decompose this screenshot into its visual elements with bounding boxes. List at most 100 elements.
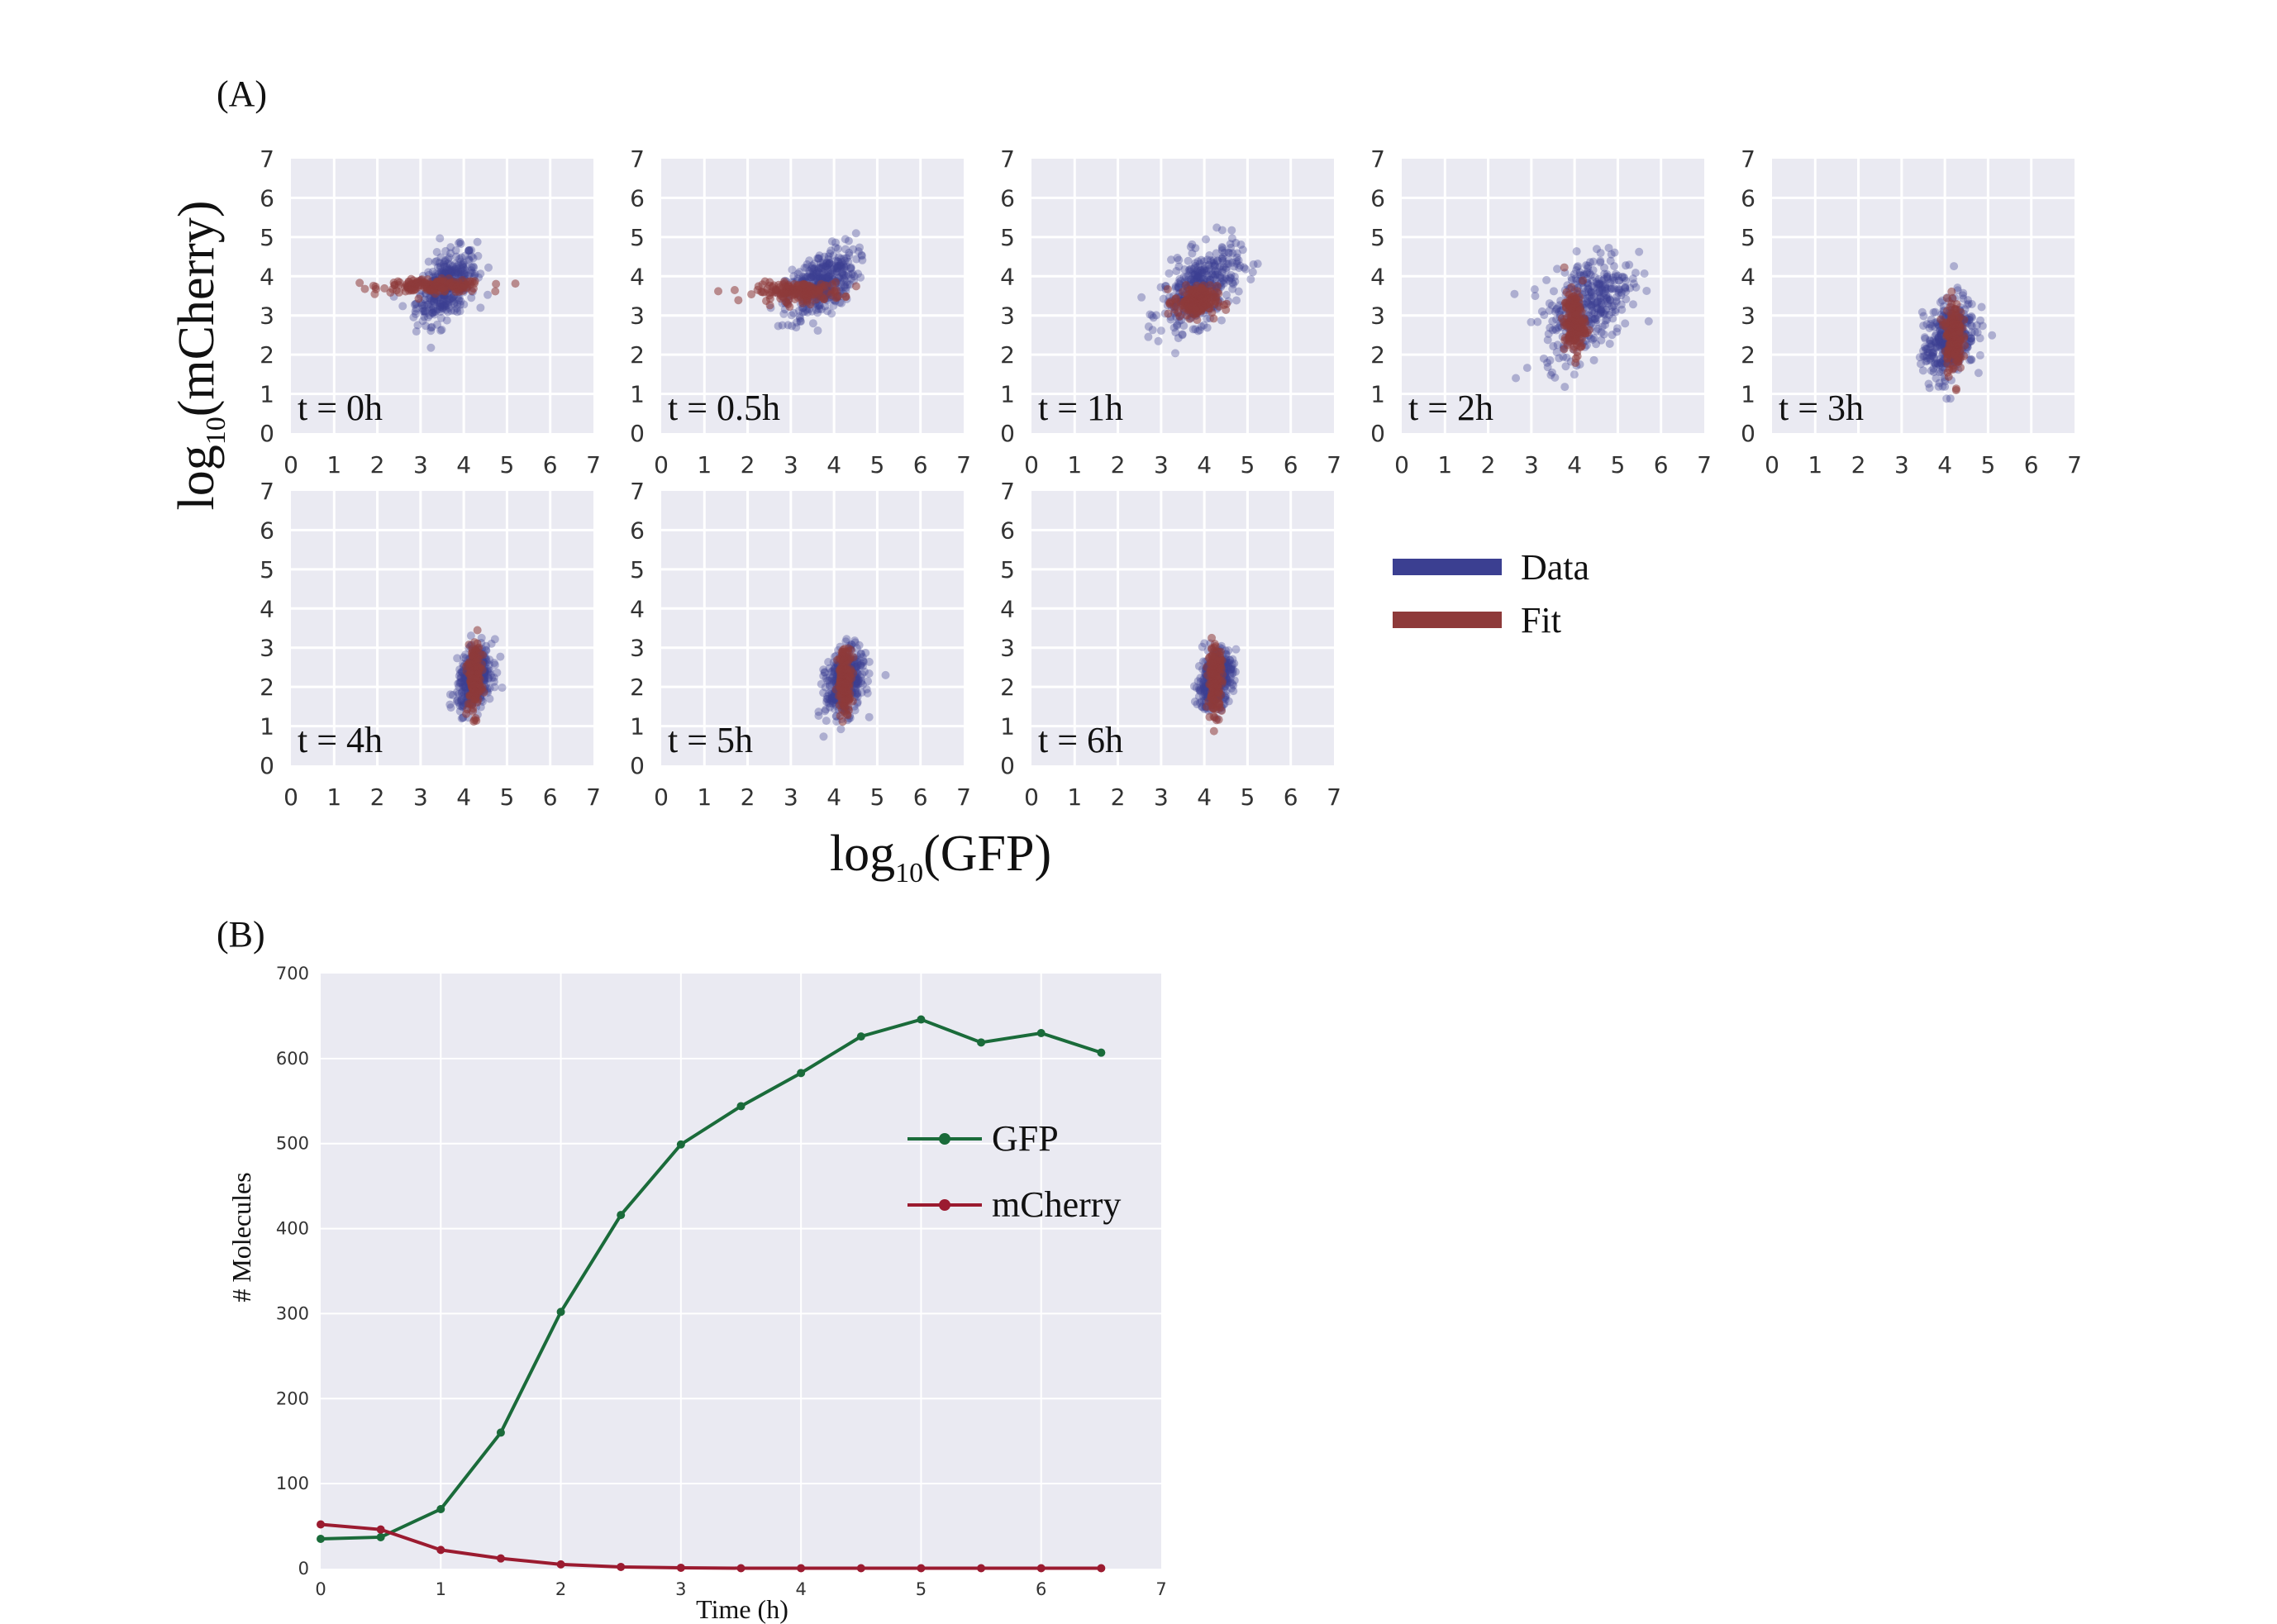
y-tick-label: 1 — [1000, 713, 1015, 741]
y-tick-label: 1 — [260, 381, 274, 408]
data-point — [464, 255, 474, 264]
data-point — [450, 260, 460, 269]
data-point — [418, 317, 427, 326]
y-tick-label: 5 — [1000, 224, 1015, 251]
data-point — [846, 280, 855, 289]
x-tick-label: 4 — [1197, 783, 1212, 811]
data-point — [824, 265, 833, 274]
subplot-time-label: t = 0h — [298, 388, 383, 428]
data-point — [433, 297, 442, 306]
data-point — [831, 238, 841, 247]
data-point — [455, 238, 464, 247]
x-tick-label: 7 — [956, 451, 971, 479]
x-tick-label: 7 — [586, 451, 601, 479]
data-point — [426, 323, 436, 332]
data-point — [829, 251, 838, 260]
data-point — [457, 697, 466, 706]
data-point — [826, 269, 835, 279]
data-point — [1958, 291, 1967, 300]
data-point — [796, 317, 805, 326]
fit-point — [417, 281, 426, 290]
data-point — [809, 269, 818, 279]
data-point — [1601, 283, 1610, 292]
data-point — [1562, 353, 1571, 362]
x-tick-label: 6 — [2024, 451, 2039, 479]
data-point — [1950, 262, 1959, 271]
data-point — [469, 263, 479, 272]
fit-point — [1567, 283, 1576, 292]
data-point — [435, 302, 444, 311]
data-point — [1184, 256, 1193, 265]
data-point — [1169, 323, 1179, 332]
y-tick-label: 1 — [1741, 381, 1755, 408]
data-point — [464, 246, 474, 255]
y-tick-label: 3 — [1741, 302, 1755, 330]
data-point — [787, 311, 796, 320]
legend-fit-label: Fit — [1521, 600, 1561, 641]
data-point — [1988, 331, 1997, 340]
data-point — [441, 246, 450, 255]
x-tick-label: 0 — [1765, 451, 1779, 479]
data-point — [831, 264, 841, 273]
data-point — [455, 307, 464, 316]
data-point — [1167, 255, 1176, 264]
data-point — [801, 274, 810, 283]
data-point — [813, 254, 822, 263]
data-point — [813, 308, 822, 317]
fit-point — [1572, 321, 1581, 331]
y-tick-label: 2 — [1741, 341, 1755, 369]
y-tick-label: 4 — [1000, 595, 1015, 622]
data-point — [1212, 223, 1222, 232]
data-point — [794, 307, 803, 316]
data-point — [424, 268, 433, 277]
data-point — [818, 270, 827, 279]
data-point — [436, 234, 445, 243]
data-point — [821, 274, 830, 283]
data-point — [833, 257, 842, 266]
data-point — [1172, 266, 1181, 275]
y-tick-label: 4 — [260, 595, 274, 622]
subplot-background — [291, 159, 593, 433]
y-tick-label: 4 — [1741, 263, 1755, 290]
x-tick-label: 2 — [555, 1579, 566, 1599]
data-point — [814, 254, 823, 263]
x-tick-label: 2 — [1481, 451, 1496, 479]
data-point — [446, 703, 455, 712]
data-point — [1600, 269, 1609, 279]
fit-point — [395, 278, 404, 287]
legend-mcherry-marker — [939, 1199, 950, 1211]
data-point — [807, 264, 817, 274]
data-point — [437, 326, 446, 335]
data-point — [424, 312, 433, 321]
data-point — [841, 245, 850, 254]
data-point — [865, 712, 874, 722]
data-point — [421, 307, 430, 316]
x-tick-label: 7 — [1155, 1579, 1166, 1599]
subplot-time-label: t = 2h — [1408, 388, 1493, 428]
data-point — [430, 310, 439, 319]
data-point — [409, 312, 418, 321]
y-tick-label: 6 — [1370, 184, 1385, 212]
x-tick-label: 0 — [283, 783, 298, 811]
data-point — [460, 300, 469, 309]
data-point — [856, 677, 865, 686]
data-point — [1929, 307, 1938, 317]
x-tick-label: 5 — [1981, 451, 1996, 479]
data-point — [809, 267, 818, 276]
data-point — [1229, 681, 1238, 690]
data-point — [1198, 642, 1207, 651]
data-point — [1148, 326, 1157, 335]
data-point — [423, 300, 432, 309]
y-tick-label: 0 — [1741, 420, 1755, 447]
legend-data-label: Data — [1521, 547, 1589, 588]
data-point — [796, 317, 805, 326]
data-point — [433, 263, 442, 272]
data-point — [836, 260, 846, 269]
data-point — [823, 307, 832, 316]
data-point — [1152, 311, 1161, 320]
data-point — [861, 649, 870, 658]
y-tick-label: 2 — [260, 674, 274, 701]
fit-point — [841, 679, 850, 688]
data-point — [443, 307, 452, 317]
